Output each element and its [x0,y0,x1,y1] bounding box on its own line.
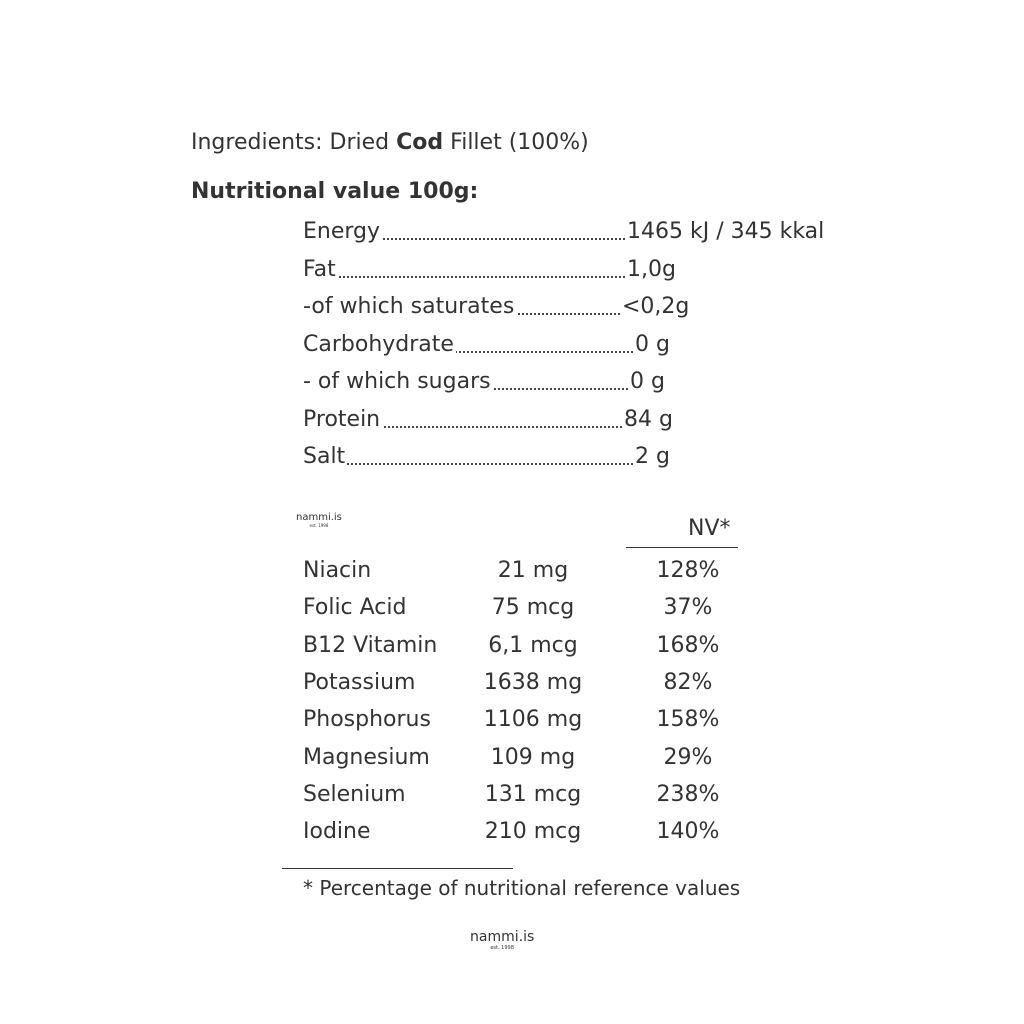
vitamin-amount: 1106 mg [483,707,583,733]
logo-small: nammi.is est. 1998 [296,512,342,528]
vitamin-amount: 75 mcg [491,595,575,621]
vitamin-amount: 109 mg [490,744,576,770]
logo-est: est. 1998 [309,523,329,528]
vitamin-nv: 128% [656,558,720,583]
logo-name: nammi.is [470,929,535,945]
ingredients-bold: Cod [396,130,444,155]
dot-leader [323,463,633,465]
vitamin-name: Phosphorus [303,707,431,733]
nutrient-value: 0 g [633,329,670,360]
logo-bottom: nammi.is est. 1998 [470,929,534,951]
vitamin-row: B12 Vitamin 6,1 mcg 168% [303,631,803,661]
vitamin-nv: 29% [663,744,713,770]
vitamin-amount: 131 mcg [484,781,582,807]
vitamin-name: B12 Vitamin [303,632,438,658]
nutrient-label: Fat [303,254,338,285]
nutrition-title: Nutritional value 100g: [191,179,479,204]
ingredients-suffix: Fillet (100%) [443,130,589,155]
nutrient-value: 0 g [628,367,665,397]
dot-leader [323,350,633,353]
vitamin-amount: 21 mg [497,558,569,583]
nv-header-underline [626,547,738,548]
vitamin-amount: 210 mcg [484,819,582,845]
vitamin-row: Potassium 1638 mg 82% [303,668,803,698]
nutrient-value: 84 g [622,404,673,435]
vitamin-row: Selenium 131 mcg 238% [303,780,803,810]
nutrient-value: <0,2g [620,292,690,322]
vitamin-nv: 37% [663,595,713,621]
vitamin-nv: 168% [656,632,720,658]
vitamin-row: Iodine 210 mcg 140% [303,817,803,847]
vitamin-nv: 158% [656,707,720,733]
nutrient-value: 2 g [633,442,670,472]
vitamin-name: Iodine [303,819,371,845]
nutrient-label: Energy [303,217,383,247]
vitamin-nv: 238% [656,781,720,807]
nutrient-label: Protein [303,404,383,435]
footnote-divider [282,868,513,869]
vitamin-nv: 140% [656,819,720,845]
nutrient-value: 1465 kJ / 345 kkal [625,217,825,247]
nutrient-label: -of which saturates [303,292,517,322]
vitamin-name: Niacin [303,558,372,583]
dot-leader [323,425,622,428]
vitamin-row: Folic Acid 75 mcg 37% [303,593,803,623]
dot-leader [323,238,625,240]
vitamin-row: Phosphorus 1106 mg 158% [303,705,803,735]
vitamin-name: Magnesium [303,744,430,770]
logo-name: nammi.is [296,512,342,523]
ingredients-line: Ingredients: Dried Cod Fillet (100%) [191,130,589,155]
vitamin-nv: 82% [663,669,713,695]
vitamin-name: Folic Acid [303,595,407,621]
logo-est: est. 1998 [490,945,514,951]
vitamin-name: Selenium [303,781,406,807]
nv-header: NV* [688,516,731,541]
vitamin-name: Potassium [303,669,416,695]
vitamin-row: Magnesium 109 mg 29% [303,743,803,773]
nutrient-label: - of which sugars [303,367,493,397]
vitamin-amount: 1638 mg [483,669,583,695]
dot-leader [323,275,625,278]
vitamin-amount: 6,1 mcg [488,632,578,658]
nutrient-label: Carbohydrate [303,329,456,360]
nutrient-label: Salt [303,442,348,472]
footnote: * Percentage of nutritional reference va… [303,876,741,900]
ingredients-prefix: Ingredients: Dried [191,130,397,155]
nutrient-value: 1,0g [625,254,676,285]
vitamin-row: Niacin 21 mg 128% [303,556,803,586]
